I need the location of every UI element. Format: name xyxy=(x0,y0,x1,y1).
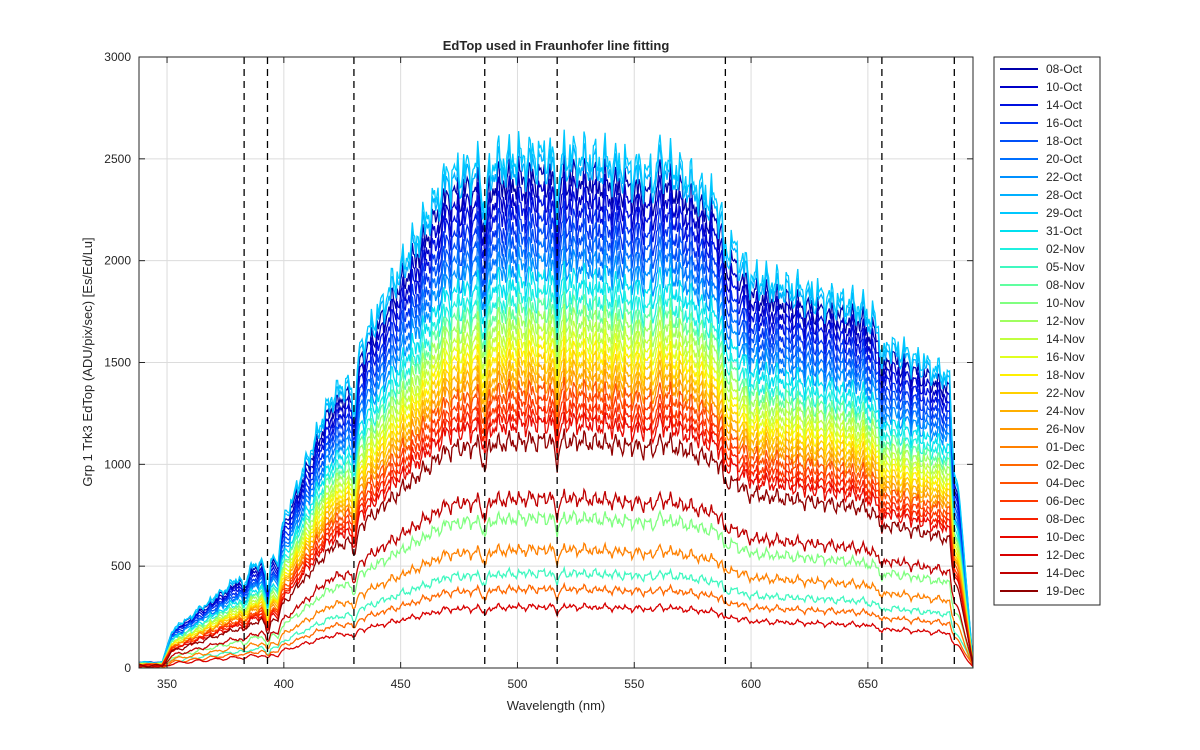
y-tick-label: 1000 xyxy=(104,457,131,471)
legend-label: 31-Oct xyxy=(1046,224,1083,238)
series-line-19-Dec xyxy=(139,428,973,668)
plot-area: 350 400 450 500 550 600 650 0 500 1000 1500 2000 250… xyxy=(104,50,974,691)
series-line-01-Dec xyxy=(139,541,973,668)
legend: 08-Oct 10-Oct 14-Oct 16-Oct 18-Oct 20-Oct 22-O… xyxy=(993,56,1101,606)
x-tick-label: 550 xyxy=(624,677,644,691)
series-group xyxy=(139,129,973,668)
legend-label: 10-Dec xyxy=(1046,530,1085,544)
legend-label: 10-Nov xyxy=(1046,296,1085,310)
legend-label: 04-Dec xyxy=(1046,476,1085,490)
series-line-14-Dec xyxy=(139,487,973,668)
x-tick-label: 400 xyxy=(274,677,294,691)
legend-label: 10-Oct xyxy=(1046,80,1083,94)
y-tick-label: 3000 xyxy=(104,50,131,64)
y-tick-label: 0 xyxy=(124,661,131,675)
series-line-02-Dec xyxy=(139,581,973,668)
legend-label: 22-Oct xyxy=(1046,170,1083,184)
legend-label: 14-Dec xyxy=(1046,566,1085,580)
legend-label: 26-Nov xyxy=(1046,422,1085,436)
series-line-05-Nov xyxy=(139,565,973,668)
legend-label: 12-Nov xyxy=(1046,314,1085,328)
legend-label: 01-Dec xyxy=(1046,440,1085,454)
legend-label: 20-Oct xyxy=(1046,152,1083,166)
legend-box xyxy=(993,56,1101,606)
legend-label: 12-Dec xyxy=(1046,548,1085,562)
legend-label: 02-Dec xyxy=(1046,458,1085,472)
y-tick-label: 1500 xyxy=(104,356,131,370)
y-axis-label: Grp 1 Trk3 EdTop (ADU/pix/sec) [Es/Ed/Lu… xyxy=(80,237,95,486)
x-tick-label: 350 xyxy=(157,677,177,691)
x-tick-label: 600 xyxy=(741,677,761,691)
legend-label: 08-Dec xyxy=(1046,512,1085,526)
y-tick-label: 2000 xyxy=(104,254,131,268)
x-tick-label: 650 xyxy=(858,677,878,691)
series-line-12-Dec xyxy=(139,601,973,668)
series-line-10-Nov xyxy=(139,509,973,668)
legend-label: 24-Nov xyxy=(1046,404,1085,418)
legend-label: 02-Nov xyxy=(1046,242,1085,256)
legend-label: 22-Nov xyxy=(1046,386,1085,400)
y-tick-label: 2500 xyxy=(104,152,131,166)
legend-label: 14-Nov xyxy=(1046,332,1085,346)
legend-label: 14-Oct xyxy=(1046,98,1083,112)
legend-label: 08-Nov xyxy=(1046,278,1085,292)
legend-label: 08-Oct xyxy=(1046,62,1083,76)
legend-label: 18-Nov xyxy=(1046,368,1085,382)
series-line-29-Oct xyxy=(139,129,973,665)
legend-label: 05-Nov xyxy=(1046,260,1085,274)
legend-label: 29-Oct xyxy=(1046,206,1083,220)
x-tick-label: 450 xyxy=(391,677,411,691)
legend-label: 06-Dec xyxy=(1046,494,1085,508)
x-axis-label: Wavelength (nm) xyxy=(507,698,606,713)
x-tick-label: 500 xyxy=(507,677,527,691)
legend-label: 28-Oct xyxy=(1046,188,1083,202)
legend-label: 19-Dec xyxy=(1046,584,1085,598)
legend-label: 16-Nov xyxy=(1046,350,1085,364)
legend-label: 18-Oct xyxy=(1046,134,1083,148)
chart-title: EdTop used in Fraunhofer line fitting xyxy=(443,38,670,53)
y-tick-label: 500 xyxy=(111,559,131,573)
legend-label: 16-Oct xyxy=(1046,116,1083,130)
